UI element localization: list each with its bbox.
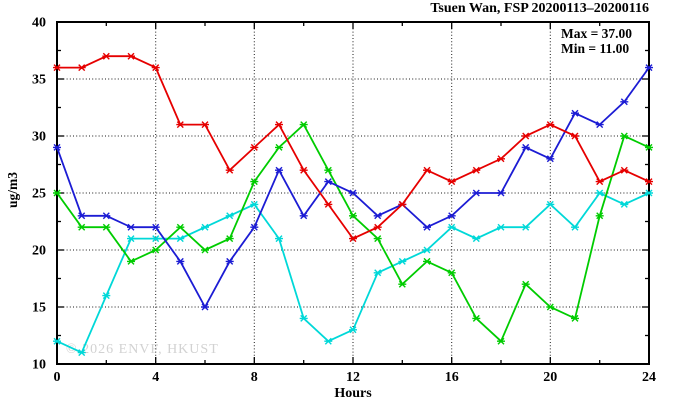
blue-line xyxy=(53,64,653,311)
x-tick-label: 20 xyxy=(543,370,557,385)
red-line-markers xyxy=(53,52,653,243)
x-tick-label: 4 xyxy=(152,370,159,385)
x-axis-label: Hours xyxy=(334,386,372,401)
x-tick-label: 12 xyxy=(346,370,360,385)
x-tick-label: 24 xyxy=(642,370,656,385)
y-tick-label: 10 xyxy=(32,358,46,373)
green-line xyxy=(53,121,653,345)
watermark: © 2026 ENVF, HKUST xyxy=(66,342,219,357)
y-tick-label: 20 xyxy=(32,244,46,259)
red-line xyxy=(53,52,653,243)
tick-labels: 10 15 20 25 30 35 40 0 4 8 12 16 20 24 xyxy=(32,16,656,386)
chart-title: Tsuen Wan, FSP 20200113–20200116 xyxy=(430,1,649,16)
x-tick-label: 16 xyxy=(445,370,459,385)
y-tick-label: 15 xyxy=(32,301,46,316)
y-tick-label: 25 xyxy=(32,187,46,202)
min-label: Min = 11.00 xyxy=(561,41,630,56)
y-tick-label: 30 xyxy=(32,130,46,145)
max-label: Max = 37.00 xyxy=(561,26,633,41)
maxmin-annotation: Max = 37.00 Min = 11.00 xyxy=(561,26,632,56)
x-tick-label: 8 xyxy=(251,370,258,385)
y-tick-label: 35 xyxy=(32,73,46,88)
y-tick-label: 40 xyxy=(32,16,46,31)
cyan-line xyxy=(53,189,653,357)
y-axis-label: ug/m3 xyxy=(5,172,20,209)
cyan-line-markers xyxy=(53,189,653,357)
blue-line-markers xyxy=(53,64,653,311)
green-line-markers xyxy=(53,121,653,345)
x-tick-label: 0 xyxy=(54,370,61,385)
